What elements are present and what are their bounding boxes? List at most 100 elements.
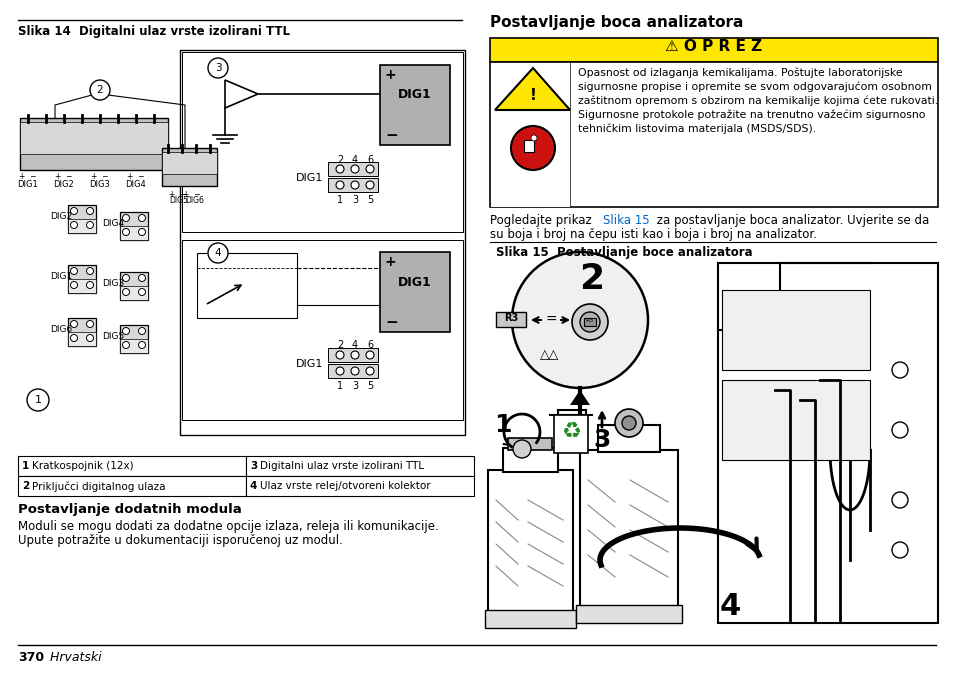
FancyBboxPatch shape	[246, 456, 474, 476]
Circle shape	[891, 492, 907, 508]
Text: 6: 6	[367, 155, 373, 165]
Circle shape	[351, 351, 358, 359]
Circle shape	[335, 165, 344, 173]
Circle shape	[621, 416, 636, 430]
FancyBboxPatch shape	[246, 476, 474, 496]
Circle shape	[335, 181, 344, 189]
FancyBboxPatch shape	[68, 205, 96, 233]
FancyBboxPatch shape	[120, 226, 148, 240]
Circle shape	[138, 229, 146, 236]
Text: Hrvatski: Hrvatski	[42, 651, 102, 664]
Circle shape	[366, 181, 374, 189]
FancyBboxPatch shape	[120, 325, 148, 353]
Circle shape	[122, 328, 130, 334]
FancyBboxPatch shape	[328, 178, 377, 192]
Text: Postavljanje boca analizatora: Postavljanje boca analizatora	[490, 15, 742, 30]
Text: Priključci digitalnog ulaza: Priključci digitalnog ulaza	[32, 481, 165, 491]
Circle shape	[891, 422, 907, 438]
Text: DIG2: DIG2	[50, 212, 72, 221]
Text: 3: 3	[352, 381, 357, 391]
FancyBboxPatch shape	[162, 152, 216, 174]
Circle shape	[615, 409, 642, 437]
Text: +  −: + −	[183, 190, 200, 199]
FancyBboxPatch shape	[379, 65, 450, 145]
Text: DIG1: DIG1	[17, 180, 38, 189]
FancyBboxPatch shape	[490, 62, 569, 207]
Circle shape	[513, 440, 531, 458]
FancyBboxPatch shape	[579, 450, 678, 615]
Circle shape	[351, 367, 358, 375]
Text: DIG1: DIG1	[397, 275, 432, 289]
Text: tehničkim listovima materijala (MSDS/SDS).: tehničkim listovima materijala (MSDS/SDS…	[578, 123, 815, 133]
Text: Moduli se mogu dodati za dodatne opcije izlaza, releja ili komunikacije.: Moduli se mogu dodati za dodatne opcije …	[18, 520, 438, 533]
Circle shape	[71, 221, 77, 229]
FancyBboxPatch shape	[488, 470, 573, 620]
Text: DIG5: DIG5	[169, 196, 188, 205]
FancyBboxPatch shape	[721, 290, 869, 370]
Circle shape	[366, 367, 374, 375]
FancyBboxPatch shape	[68, 332, 96, 346]
Circle shape	[87, 281, 93, 289]
Text: DIG1: DIG1	[50, 272, 72, 281]
Text: +  −: + −	[19, 172, 37, 181]
Circle shape	[579, 312, 599, 332]
Text: 3: 3	[214, 63, 221, 73]
Text: Slika 15: Slika 15	[602, 214, 649, 227]
FancyBboxPatch shape	[162, 148, 216, 186]
Circle shape	[27, 389, 49, 411]
Text: sigurnosne propise i opremite se svom odgovarajućom osobnom: sigurnosne propise i opremite se svom od…	[578, 81, 931, 92]
Text: 1: 1	[22, 461, 30, 471]
FancyBboxPatch shape	[68, 265, 96, 293]
Text: Sigurnosne protokole potražite na trenutno važećim sigurnosno: Sigurnosne protokole potražite na trenut…	[578, 109, 924, 120]
Polygon shape	[569, 390, 589, 405]
FancyBboxPatch shape	[484, 610, 576, 628]
Text: Pogledajte prikaz: Pogledajte prikaz	[490, 214, 595, 227]
FancyBboxPatch shape	[718, 263, 937, 623]
Text: △△: △△	[539, 348, 559, 361]
Text: DIG6: DIG6	[50, 325, 72, 334]
Text: 2: 2	[336, 155, 343, 165]
FancyBboxPatch shape	[507, 438, 552, 450]
Circle shape	[138, 215, 146, 221]
Circle shape	[138, 341, 146, 349]
Circle shape	[122, 341, 130, 349]
Circle shape	[366, 351, 374, 359]
Text: DIG4: DIG4	[102, 219, 124, 228]
FancyBboxPatch shape	[576, 605, 681, 623]
FancyBboxPatch shape	[523, 140, 534, 152]
Circle shape	[87, 221, 93, 229]
FancyBboxPatch shape	[598, 425, 659, 452]
Text: DIG1: DIG1	[295, 173, 323, 183]
Circle shape	[208, 243, 228, 263]
Text: Slika 15  Postavljanje boce analizatora: Slika 15 Postavljanje boce analizatora	[496, 246, 752, 259]
FancyBboxPatch shape	[20, 118, 168, 170]
Circle shape	[71, 320, 77, 328]
Text: 6: 6	[367, 340, 373, 350]
FancyBboxPatch shape	[182, 240, 462, 420]
Text: Slika 14  Digitalni ulaz vrste izolirani TTL: Slika 14 Digitalni ulaz vrste izolirani …	[18, 25, 290, 38]
Circle shape	[90, 80, 110, 100]
Polygon shape	[495, 68, 569, 110]
Text: zaštitnom opremom s obzirom na kemikalije kojima ćete rukovati.: zaštitnom opremom s obzirom na kemikalij…	[578, 95, 937, 106]
Text: +  −: + −	[55, 172, 72, 181]
Text: 3: 3	[250, 461, 257, 471]
Text: 2: 2	[578, 262, 604, 296]
FancyBboxPatch shape	[379, 252, 450, 332]
FancyBboxPatch shape	[583, 318, 596, 326]
FancyBboxPatch shape	[68, 279, 96, 293]
Text: Opasnost od izlaganja kemikalijama. Poštujte laboratorijske: Opasnost od izlaganja kemikalijama. Pošt…	[578, 67, 902, 77]
Text: DIG2: DIG2	[53, 180, 74, 189]
Text: DIG5: DIG5	[102, 332, 124, 341]
Circle shape	[335, 351, 344, 359]
Text: za postavljanje boca analizator. Uvjerite se da: za postavljanje boca analizator. Uvjerit…	[652, 214, 928, 227]
Text: +  −: + −	[169, 190, 186, 199]
Circle shape	[87, 320, 93, 328]
Text: 1: 1	[494, 413, 511, 437]
Circle shape	[71, 207, 77, 215]
Circle shape	[891, 362, 907, 378]
Text: 5: 5	[367, 195, 373, 205]
FancyBboxPatch shape	[328, 162, 377, 176]
Text: Kratkospojnik (12x): Kratkospojnik (12x)	[32, 461, 133, 471]
FancyBboxPatch shape	[490, 38, 937, 62]
FancyBboxPatch shape	[120, 212, 148, 240]
